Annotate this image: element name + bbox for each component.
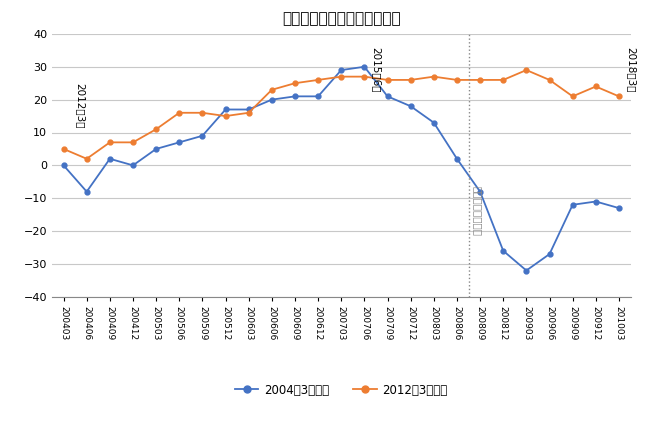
2012年3月始点 [60, 146, 68, 151]
2012年3月始点 [361, 74, 369, 79]
Text: リーマンショック: リーマンショック [472, 187, 482, 236]
Text: 2018年3月: 2018年3月 [626, 47, 636, 92]
2012年3月始点 [407, 77, 415, 82]
2012年3月始点 [499, 77, 507, 82]
2004年3月始点 [129, 163, 137, 168]
2004年3月始点 [523, 268, 530, 273]
2004年3月始点 [476, 189, 484, 194]
2004年3月始点 [407, 104, 415, 109]
2004年3月始点 [291, 94, 299, 99]
2004年3月始点 [569, 202, 577, 207]
2012年3月始点 [476, 77, 484, 82]
2004年3月始点 [268, 97, 276, 102]
2004年3月始点 [615, 206, 623, 211]
Title: 不動産への資金供給量の推移: 不動産への資金供給量の推移 [282, 11, 400, 26]
Text: 2012年3月: 2012年3月 [75, 83, 85, 129]
2004年3月始点 [314, 94, 322, 99]
2012年3月始点 [615, 94, 623, 99]
2004年3月始点 [337, 67, 345, 73]
2012年3月始点 [291, 81, 299, 86]
2004年3月始点 [545, 251, 553, 257]
2004年3月始点 [152, 146, 160, 151]
2012年3月始点 [523, 67, 530, 73]
2012年3月始点 [245, 110, 253, 115]
Line: 2012年3月始点: 2012年3月始点 [61, 68, 621, 161]
2012年3月始点 [314, 77, 322, 82]
Legend: 2004年3月始点, 2012年3月始点: 2004年3月始点, 2012年3月始点 [230, 379, 452, 401]
2012年3月始点 [430, 74, 437, 79]
2012年3月始点 [545, 77, 553, 82]
Line: 2004年3月始点: 2004年3月始点 [61, 64, 621, 273]
2012年3月始点 [83, 156, 90, 162]
2012年3月始点 [176, 110, 183, 115]
2004年3月始点 [592, 199, 600, 204]
2004年3月始点 [361, 64, 369, 69]
Text: 2015年6月: 2015年6月 [371, 47, 382, 92]
2012年3月始点 [198, 110, 206, 115]
2012年3月始点 [453, 77, 461, 82]
2012年3月始点 [129, 140, 137, 145]
2004年3月始点 [60, 163, 68, 168]
2004年3月始点 [453, 156, 461, 162]
2004年3月始点 [176, 140, 183, 145]
2004年3月始点 [499, 248, 507, 254]
2012年3月始点 [268, 87, 276, 92]
2012年3月始点 [337, 74, 345, 79]
2012年3月始点 [152, 127, 160, 132]
2004年3月始点 [198, 133, 206, 138]
2004年3月始点 [384, 94, 391, 99]
2012年3月始点 [592, 84, 600, 89]
2012年3月始点 [222, 114, 229, 119]
2004年3月始点 [245, 107, 253, 112]
2012年3月始点 [106, 140, 114, 145]
2012年3月始点 [569, 94, 577, 99]
2004年3月始点 [430, 120, 437, 125]
2004年3月始点 [106, 156, 114, 162]
2012年3月始点 [384, 77, 391, 82]
2004年3月始点 [222, 107, 229, 112]
2004年3月始点 [83, 189, 90, 194]
